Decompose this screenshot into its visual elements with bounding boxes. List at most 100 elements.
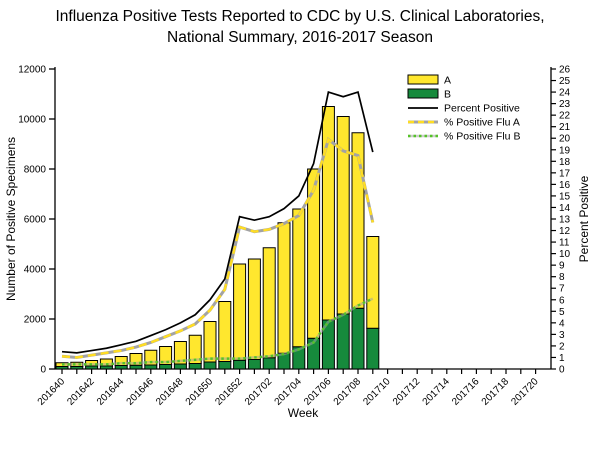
right-tick-label: 25 (559, 76, 571, 87)
right-tick-label: 5 (559, 307, 565, 318)
right-tick-label: 4 (559, 318, 565, 329)
legend-swatch-b (407, 88, 439, 99)
x-tick-label: 201714 (421, 376, 453, 408)
x-tick-label: 201720 (509, 376, 541, 408)
bar-flu-a (247, 258, 261, 360)
bar-flu-a (366, 236, 380, 329)
x-tick-label: 201640 (36, 376, 68, 408)
bar-flu-b (173, 363, 187, 370)
bar-flu-a (277, 222, 291, 354)
bar-flu-a (292, 208, 306, 348)
right-tick-label: 19 (559, 145, 571, 156)
x-axis-ticks: 2016402016422016442016462016482016502016… (36, 369, 541, 408)
left-tick-label: 10000 (18, 115, 46, 126)
right-tick-label: 16 (559, 180, 571, 191)
stacked-bars (55, 106, 380, 370)
bar-flu-a (351, 132, 365, 309)
bar-flu-a (218, 301, 232, 362)
chart-title-line2: National Summary, 2016-2017 Season (167, 29, 433, 46)
pct-flu-b-line (62, 297, 374, 366)
right-tick-label: 15 (559, 191, 571, 202)
x-tick-label: 201644 (95, 376, 127, 408)
legend-label: Percent Positive (444, 103, 520, 115)
left-tick-label: 4000 (24, 265, 47, 276)
left-tick-label: 8000 (24, 165, 47, 176)
right-tick-label: 3 (559, 330, 565, 341)
left-tick-label: 2000 (24, 315, 47, 326)
bar-flu-b (366, 327, 380, 370)
bar-flu-a (321, 106, 335, 321)
x-tick-label: 201712 (391, 376, 423, 408)
right-tick-label: 23 (559, 99, 571, 110)
left-tick-label: 0 (40, 365, 46, 376)
left-axis-ticks: 0 2000 4000 6000 8000 10000 12000 (18, 65, 55, 376)
bar-flu-b (203, 361, 217, 370)
x-tick-label: 201702 (243, 376, 275, 408)
bar-flu-b (159, 364, 173, 370)
right-tick-label: 18 (559, 157, 571, 168)
right-tick-label: 17 (559, 168, 571, 179)
bar-flu-b (144, 364, 158, 370)
bar-flu-a (99, 358, 113, 367)
right-tick-label: 12 (559, 226, 571, 237)
bar-flu-a (262, 247, 276, 359)
right-tick-label: 0 (559, 365, 565, 376)
bar-flu-b (114, 365, 128, 370)
x-tick-label: 201718 (480, 376, 512, 408)
right-tick-label: 8 (559, 272, 565, 283)
chart-title-line1: Influenza Positive Tests Reported to CDC… (55, 8, 545, 25)
pct-flu-a-line (61, 137, 374, 359)
percent-positive-line (61, 90, 374, 354)
bar-flu-a (173, 341, 187, 365)
bar-flu-b (351, 307, 365, 370)
x-tick-label: 201706 (302, 376, 334, 408)
right-tick-label: 6 (559, 295, 565, 306)
x-axis-title: Week (288, 406, 319, 420)
bar-flu-b (262, 357, 276, 370)
legend-label: % Positive Flu B (444, 131, 520, 143)
legend-swatch-a (407, 74, 439, 85)
right-tick-label: 13 (559, 215, 571, 226)
bar-flu-a (307, 168, 321, 339)
right-tick-label: 1 (559, 353, 565, 364)
bar-flu-a (114, 356, 128, 366)
bar-flu-a (203, 321, 217, 363)
right-axis-title: Percent Positive (577, 175, 591, 262)
x-tick-label: 201648 (154, 376, 186, 408)
left-tick-label: 12000 (18, 65, 46, 76)
right-axis-ticks: 0123456789101112131415161718192021222324… (551, 65, 571, 376)
x-tick-label: 201716 (450, 376, 482, 408)
right-tick-label: 2 (559, 341, 565, 352)
bar-flu-a (233, 263, 247, 361)
x-tick-label: 201650 (184, 376, 216, 408)
right-tick-label: 20 (559, 134, 571, 145)
x-tick-label: 201704 (273, 376, 305, 408)
x-tick-label: 201708 (332, 376, 364, 408)
bar-flu-b (188, 363, 202, 370)
legend-label: B (444, 89, 451, 101)
bar-flu-b (218, 361, 232, 370)
legend: AB Percent Positive % Positive Flu A % Posi… (407, 74, 520, 143)
left-axis-title: Number of Positive Specimens (4, 137, 18, 301)
right-tick-label: 21 (559, 122, 571, 133)
right-tick-label: 11 (559, 238, 570, 249)
right-tick-label: 14 (559, 203, 571, 214)
x-tick-label: 201710 (361, 376, 393, 408)
bar-flu-b (233, 359, 247, 370)
right-tick-label: 24 (559, 88, 571, 99)
legend-label: % Positive Flu A (444, 117, 520, 129)
bar-flu-b (129, 364, 143, 370)
bar-flu-a (159, 346, 173, 365)
right-tick-label: 26 (559, 65, 571, 76)
x-tick-label: 201642 (65, 376, 97, 408)
x-tick-label: 201652 (213, 376, 245, 408)
left-tick-label: 6000 (24, 215, 47, 226)
right-tick-label: 7 (559, 284, 565, 295)
bar-flu-b (336, 313, 350, 370)
chart-title: Influenza Positive Tests Reported to CDC… (0, 6, 600, 48)
right-tick-label: 22 (559, 111, 571, 122)
legend-label: A (444, 75, 451, 87)
right-tick-label: 10 (559, 249, 571, 260)
x-tick-label: 201646 (125, 376, 157, 408)
